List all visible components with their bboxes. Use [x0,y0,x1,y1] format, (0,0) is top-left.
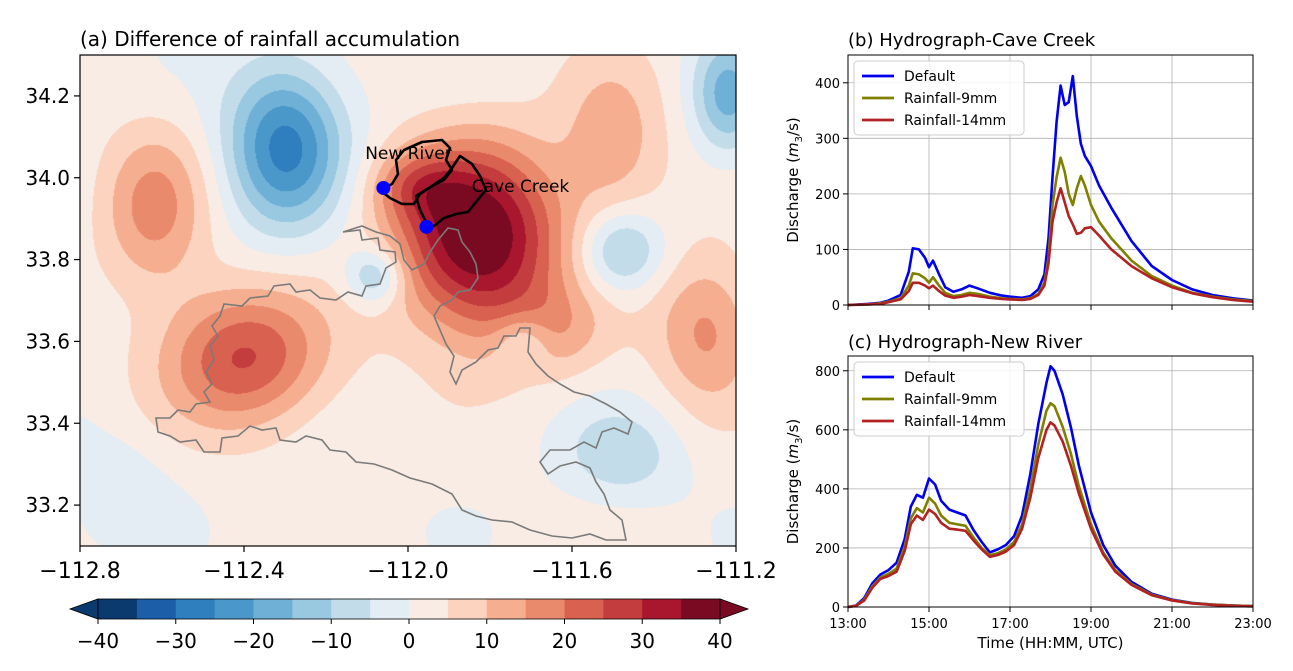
colorbar-high-extension [719,598,750,620]
legend-entry: Rainfall-9mm [904,91,997,107]
legend-entry: Default [904,69,956,85]
phoenix-boundary-outline [155,225,633,541]
hydrograph-cave-creek-title: (b) Hydrograph-Cave Creek [848,30,1096,51]
x-tick-label: 13:00 [829,617,866,632]
colorbar-tick-label: 40 [707,629,732,653]
outlet-point [376,180,391,195]
legend-box [853,361,1025,437]
map-title: (a) Difference of rainfall accumulation [80,27,460,51]
colorbar-tick-label: 30 [630,629,655,653]
hydrograph-new-river: 0 200 400 600 800 13:00 15:00 17:00 19:00 21:00 23… [784,355,1272,652]
colorbar-swatch [214,599,254,619]
x-tick-label: 17:00 [991,617,1028,632]
y-tick-label: 0 [832,601,840,616]
map-y-tick-label: 34.0 [25,166,70,190]
map-x-tick-label: −112.0 [367,559,448,584]
x-axis-label: Time (HH:MM, UTC) [977,634,1124,652]
colorbar-swatch [681,599,721,619]
y-tick-label: 300 [815,132,840,147]
legend-entry: Rainfall-14mm [904,113,1006,129]
colorbar-swatch [253,599,293,619]
colorbar-low-extension [68,598,99,620]
series-line [847,364,1254,609]
map-y-tick-label: 33.6 [25,329,70,353]
colorbar-swatch [98,599,138,619]
colorbar-swatch [525,599,565,619]
legend-entry: Rainfall-14mm [904,414,1006,430]
map-y-tick-label: 34.2 [25,84,70,108]
y-axis-label-sub: 3 [794,136,805,142]
plot-frame [847,355,1254,608]
y-axis-label-var: m [784,444,802,459]
plot-frame [847,54,1254,306]
colorbar-swatch [331,599,371,619]
series-line [847,74,1254,307]
map-x-tick-label: −111.6 [531,559,612,584]
legend-entry: Default [904,370,956,386]
colorbar-tick-label: −30 [155,629,197,653]
outlet-point [419,219,434,234]
map-label: New River [365,144,452,164]
colorbar-swatch [409,599,449,619]
x-tick-label: 23:00 [1234,617,1271,632]
colorbar-swatch [136,599,177,619]
x-tick-label: 15:00 [910,617,947,632]
colorbar-swatch [447,599,488,619]
colorbar-tick-label: −10 [310,629,352,653]
rainfall-difference-field [80,55,736,546]
colorbar-swatch [642,599,682,619]
series-line [847,187,1254,307]
colorbar-tick-label: −40 [77,629,119,653]
map-y-tick-label: 33.4 [25,411,70,435]
x-tick-label: 19:00 [1072,617,1109,632]
colorbar-swatch [370,599,410,619]
map-y-tick-label: 33.8 [25,248,70,272]
map-y-tick-label: 33.2 [25,493,70,517]
x-tick-label: 21:00 [1153,617,1190,632]
y-axis-label-text: Discharge ( [784,458,802,544]
series-line [847,421,1254,609]
y-axis-label: Discharge (m3/s) [784,419,805,545]
y-tick-label: 200 [815,188,840,203]
y-tick-label: 400 [815,77,840,92]
y-tick-label: 600 [815,424,840,439]
colorbar-swatch [564,599,604,619]
y-axis-label: Discharge (m3/s) [784,117,805,243]
y-axis-label-sub: 3 [794,437,805,443]
map-label: Cave Creek [472,177,570,197]
colorbar-swatch [292,599,332,619]
map-panel: New River Cave Creek 33.2 33.4 33.6 33.8 34.0… [25,54,777,584]
colorbar-tick-label: −20 [232,629,274,653]
map-x-tick-label: −112.4 [203,559,284,584]
map-x-tick-label: −112.8 [39,559,120,584]
colorbar-tick-label: 20 [552,629,577,653]
y-tick-label: 200 [815,542,840,557]
y-axis-label-text: /s) [784,117,802,136]
map-y-axis: 33.2 33.4 33.6 33.8 34.0 34.2 [25,84,80,517]
map-overlay: New River Cave Creek [155,138,633,541]
hydrograph-new-river-title: (c) Hydrograph-New River [848,332,1083,353]
colorbar-swatch [486,599,527,619]
y-tick-label: 0 [832,299,840,314]
y-tick-label: 800 [815,365,840,380]
colorbar: −40 −30 −20 −10 0 10 20 30 40 [68,598,750,653]
colorbar-tick-label: 10 [474,629,499,653]
map-x-tick-label: −111.2 [695,559,776,584]
y-tick-label: 100 [815,243,840,258]
map-x-axis: −112.8 −112.4 −112.0 −111.6 −111.2 [39,546,777,584]
colorbar-tick-label: 0 [403,629,416,653]
new-river-watershed-outline [378,138,454,206]
y-axis-label-text: Discharge ( [784,157,802,243]
y-tick-label: 400 [815,483,840,498]
hydrograph-cave-creek: 0 100 200 300 400 Discharge (m3/s) Default Rain… [784,54,1254,314]
y-axis-label-text: /s) [784,419,802,438]
colorbar-swatch [175,599,216,619]
y-axis-label-var: m [784,142,802,157]
legend-entry: Rainfall-9mm [904,392,997,408]
colorbar-swatch [603,599,643,619]
legend-box [853,60,1025,136]
